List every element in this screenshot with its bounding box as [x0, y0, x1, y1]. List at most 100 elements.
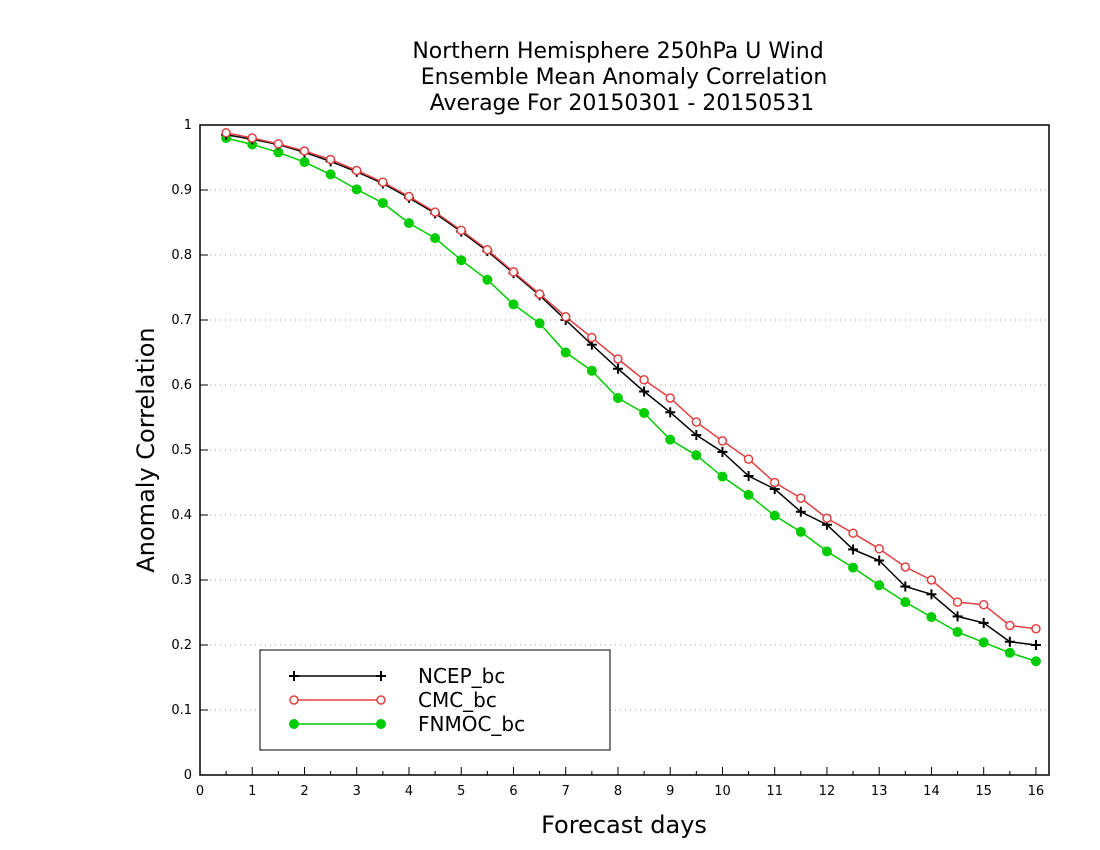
x-tick-label: 1: [248, 784, 256, 799]
data-point: [612, 393, 623, 403]
data-point: [534, 318, 545, 329]
data-point: [717, 471, 728, 482]
data-point: [1004, 636, 1015, 647]
data-point: [639, 407, 650, 418]
x-tick-label: 0: [196, 784, 204, 799]
data-point: [926, 575, 937, 585]
x-tick-label: 15: [975, 784, 992, 799]
y-tick-label: 0.7: [171, 313, 192, 328]
y-tick-label: 1: [184, 118, 192, 133]
series-ncep-bc: [221, 129, 1041, 650]
data-point: [978, 599, 989, 610]
y-tick-label: 0.5: [171, 443, 192, 458]
data-point: [848, 562, 859, 573]
data-point: [613, 354, 623, 364]
data-point: [874, 580, 885, 591]
data-point: [612, 363, 623, 374]
data-point: [822, 513, 832, 523]
data-point: [795, 526, 806, 537]
data-point: [874, 555, 885, 566]
data-point: [978, 637, 989, 648]
data-point: [325, 154, 336, 165]
y-axis-label: Anomaly Correlation: [132, 327, 160, 572]
data-point: [795, 506, 806, 517]
data-point: [639, 386, 650, 397]
y-axis-ticks: 0 0.1 0.2 0.3 0.4 0.5 0.6 0.7 0.8 0.9 1: [171, 118, 208, 783]
data-point: [743, 471, 754, 481]
data-point: [587, 332, 597, 343]
legend-label: CMC_bc: [418, 688, 497, 712]
x-tick-label: 6: [509, 784, 517, 799]
data-point: [665, 407, 676, 418]
data-point: [848, 544, 859, 555]
data-point: [769, 477, 780, 488]
data-point: [560, 312, 571, 322]
y-tick-label: 0.6: [171, 378, 192, 393]
data-point: [482, 274, 493, 285]
x-axis-ticks: 0 1 2 3 4 5 6 7 8 9 10 11 12 13 14 15 16: [196, 767, 1044, 799]
data-point: [1031, 624, 1041, 634]
data-point: [1030, 640, 1041, 650]
data-point: [430, 207, 440, 217]
data-point: [900, 562, 911, 572]
data-point: [952, 597, 963, 607]
series-line: [225, 132, 1037, 630]
data-point: [978, 617, 989, 628]
data-point: [378, 177, 388, 187]
title-line-1: Northern Hemisphere 250hPa U Wind: [412, 39, 823, 64]
data-point: [560, 347, 571, 358]
data-point: [289, 695, 299, 705]
data-point: [586, 365, 597, 376]
data-point: [926, 589, 937, 600]
data-point: [639, 375, 649, 385]
data-point: [717, 436, 728, 446]
data-point: [403, 218, 414, 229]
data-point: [769, 510, 780, 521]
data-point: [796, 493, 806, 503]
legend-entry: FNMOC_bc: [289, 712, 525, 736]
data-point: [351, 165, 362, 176]
x-tick-label: 14: [923, 784, 940, 799]
data-point: [247, 133, 257, 143]
data-point: [221, 128, 231, 138]
x-tick-label: 8: [614, 784, 622, 799]
gridlines: [200, 189, 1049, 711]
data-point: [665, 434, 676, 445]
x-axis-label: Forecast days: [541, 811, 707, 839]
data-point: [665, 393, 675, 403]
data-point: [691, 417, 702, 427]
x-tick-label: 4: [405, 784, 413, 799]
legend-label: FNMOC_bc: [418, 712, 525, 736]
legend-entry: CMC_bc: [289, 688, 497, 712]
legend-label: NCEP_bc: [418, 664, 505, 688]
y-tick-label: 0.1: [171, 703, 192, 718]
data-point: [821, 546, 832, 557]
x-tick-label: 12: [819, 784, 836, 799]
data-point: [952, 627, 963, 637]
chart-title: Northern Hemisphere 250hPa U Wind Ensemb…: [412, 39, 827, 116]
title-line-2: Ensemble Mean Anomaly Correlation: [421, 65, 828, 90]
series-line: [225, 134, 1037, 646]
y-tick-label: 0: [184, 768, 192, 783]
data-point: [1030, 656, 1041, 667]
data-point: [404, 191, 414, 202]
x-tick-label: 16: [1028, 784, 1045, 799]
x-tick-label: 11: [766, 784, 783, 799]
data-point: [508, 267, 519, 277]
y-tick-label: 0.4: [171, 508, 192, 523]
x-tick-label: 5: [457, 784, 465, 799]
data-point: [299, 146, 310, 156]
y-tick-label: 0.9: [171, 183, 192, 198]
data-point: [717, 446, 728, 457]
data-point: [273, 139, 284, 149]
data-point: [376, 695, 386, 705]
data-point: [482, 245, 493, 255]
data-point: [743, 454, 754, 464]
data-point: [325, 169, 336, 180]
data-point: [900, 581, 911, 592]
y-tick-label: 0.2: [171, 638, 192, 653]
y-tick-label: 0.8: [171, 248, 192, 263]
x-tick-label: 9: [666, 784, 674, 799]
